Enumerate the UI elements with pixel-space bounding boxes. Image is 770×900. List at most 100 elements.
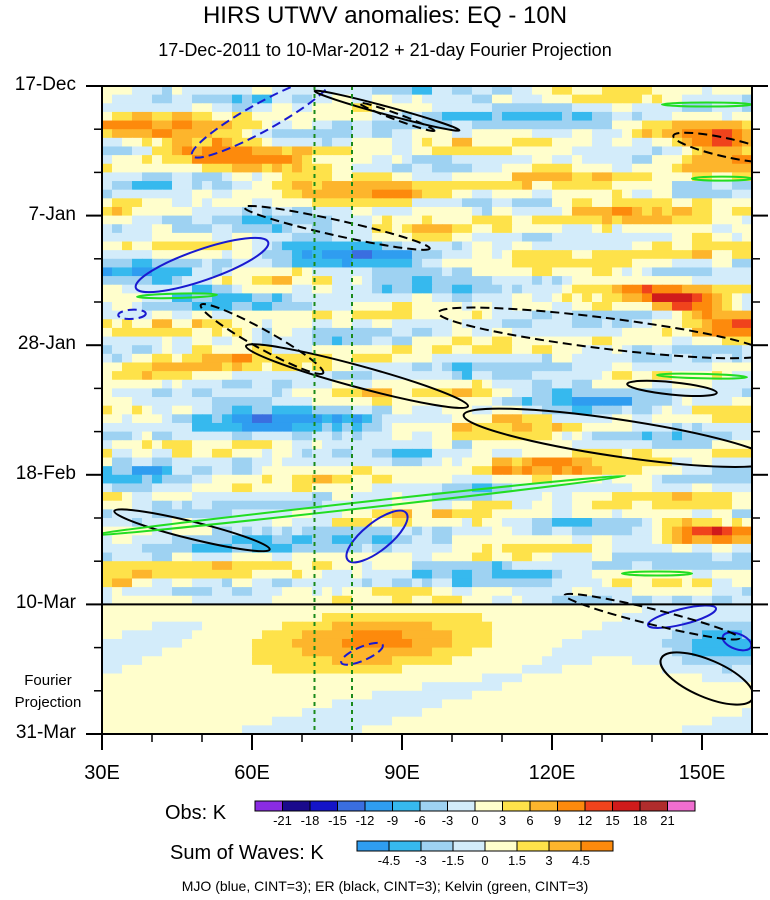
anomaly-cell [732, 388, 743, 398]
anomaly-cell [712, 699, 723, 709]
anomaly-cell [152, 431, 163, 441]
anomaly-cell [112, 250, 123, 260]
anomaly-cell [282, 94, 293, 104]
anomaly-cell [332, 155, 343, 165]
anomaly-cell [272, 587, 283, 597]
anomaly-cell [112, 146, 123, 156]
anomaly-cell [132, 86, 143, 96]
anomaly-cell [252, 552, 263, 562]
anomaly-cell [402, 284, 413, 294]
anomaly-cell [662, 552, 673, 562]
anomaly-cell [382, 638, 393, 649]
anomaly-cell [732, 86, 743, 96]
anomaly-cell [602, 656, 613, 666]
anomaly-cell [422, 267, 433, 277]
obs-colorbar [254, 800, 696, 812]
anomaly-cell [642, 638, 653, 649]
anomaly-cell [302, 293, 313, 303]
anomaly-cell [112, 388, 123, 398]
anomaly-cell [152, 440, 163, 450]
anomaly-cell [142, 345, 153, 355]
anomaly-cell [402, 155, 413, 165]
anomaly-cell [462, 587, 473, 597]
anomaly-cell [722, 422, 733, 433]
anomaly-cell [132, 699, 143, 709]
anomaly-cell [612, 379, 623, 389]
anomaly-cell [172, 725, 183, 734]
anomaly-cell [342, 664, 353, 675]
anomaly-cell [202, 638, 213, 649]
anomaly-cell [722, 94, 733, 104]
anomaly-cell [562, 172, 573, 182]
anomaly-cell [172, 690, 183, 701]
anomaly-cell [482, 682, 493, 692]
anomaly-cell [252, 483, 263, 493]
anomaly-cell [412, 155, 423, 165]
anomaly-cell [112, 656, 123, 666]
anomaly-cell [472, 561, 483, 571]
anomaly-cell [712, 664, 723, 675]
anomaly-cell [682, 111, 693, 122]
anomaly-cell [122, 440, 133, 450]
anomaly-cell [172, 276, 183, 286]
anomaly-cell [202, 500, 213, 510]
anomaly-cell [372, 561, 383, 571]
anomaly-cell [602, 336, 613, 346]
anomaly-cell [592, 518, 603, 528]
anomaly-cell [552, 146, 563, 156]
anomaly-cell [432, 630, 443, 640]
anomaly-cell [522, 94, 533, 104]
anomaly-cell [482, 422, 493, 433]
anomaly-cell [672, 613, 683, 623]
anomaly-cell [692, 526, 703, 536]
anomaly-cell [162, 535, 173, 545]
anomaly-cell [272, 319, 283, 329]
anomaly-cell [722, 569, 733, 580]
anomaly-cell [672, 414, 683, 424]
anomaly-cell [252, 172, 263, 182]
anomaly-cell [212, 120, 223, 130]
anomaly-cell [482, 224, 493, 234]
anomaly-cell [122, 336, 133, 346]
anomaly-cell [732, 241, 743, 251]
anomaly-cell [142, 181, 153, 191]
anomaly-cell [132, 111, 143, 122]
anomaly-cell [262, 345, 273, 355]
anomaly-cell [392, 310, 403, 320]
anomaly-cell [102, 181, 113, 191]
anomaly-cell [112, 319, 123, 329]
anomaly-cell [662, 604, 673, 614]
anomaly-cell [142, 578, 153, 588]
anomaly-cell [362, 232, 373, 243]
anomaly-cell [492, 414, 503, 424]
anomaly-cell [452, 137, 463, 148]
anomaly-cell [322, 353, 333, 364]
fourier-projection-label: Fourier Projection [0, 670, 96, 714]
anomaly-cell [292, 388, 303, 398]
anomaly-cell [552, 155, 563, 165]
anomaly-cell [432, 613, 443, 623]
anomaly-cell [642, 129, 653, 139]
anomaly-cell [202, 604, 213, 614]
anomaly-cell [422, 448, 433, 459]
colorbar-swatch [309, 800, 338, 812]
anomaly-cell [392, 448, 403, 459]
anomaly-cell [712, 336, 723, 346]
anomaly-cell [582, 103, 593, 113]
anomaly-cell [342, 699, 353, 709]
anomaly-cell [322, 457, 333, 467]
anomaly-cell [642, 630, 653, 640]
anomaly-cell [152, 405, 163, 415]
anomaly-cell [152, 345, 163, 355]
anomaly-cell [132, 509, 143, 519]
anomaly-cell [292, 224, 303, 234]
anomaly-cell [672, 440, 683, 450]
anomaly-cell [392, 327, 403, 338]
anomaly-cell [632, 146, 643, 156]
anomaly-cell [492, 638, 503, 649]
anomaly-cell [362, 198, 373, 208]
anomaly-cell [572, 258, 583, 269]
anomaly-cell [562, 716, 573, 726]
anomaly-cell [632, 224, 643, 234]
anomaly-cell [692, 379, 703, 389]
